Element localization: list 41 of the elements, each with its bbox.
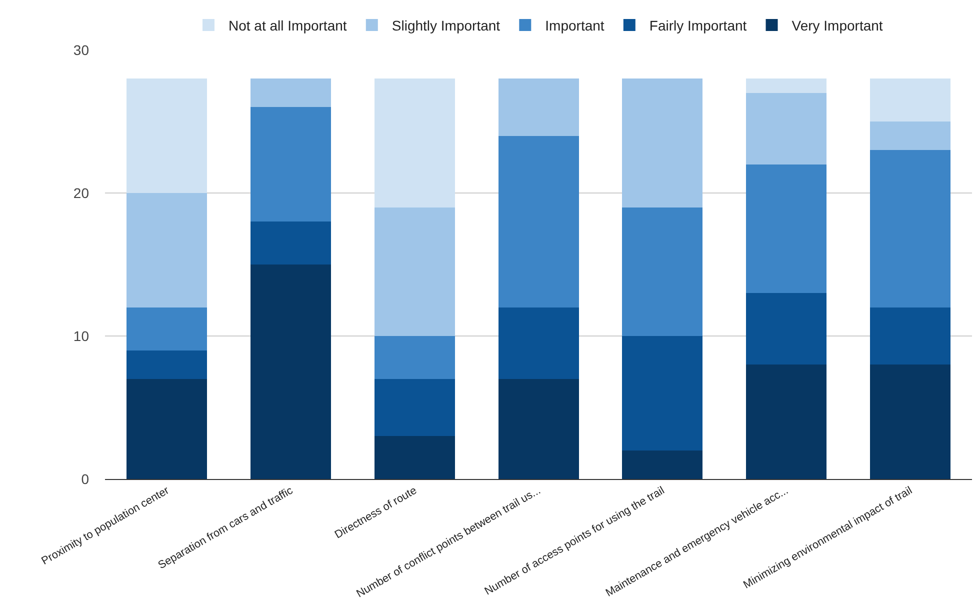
bar	[746, 92, 826, 164]
bar	[870, 307, 950, 365]
bar	[250, 78, 332, 108]
bar	[126, 378, 208, 479]
bar	[870, 122, 950, 150]
bar	[870, 150, 950, 308]
bar	[126, 307, 208, 350]
legend-label: Very Important	[792, 17, 883, 34]
bar	[622, 78, 703, 208]
y-tick-label: 30	[73, 42, 90, 58]
bar	[498, 136, 579, 308]
bar	[746, 164, 826, 294]
bar	[374, 378, 455, 436]
bar	[870, 364, 950, 479]
legend-label: Important	[545, 17, 604, 34]
y-tick-label: 20	[73, 184, 90, 201]
bar	[622, 336, 703, 450]
bar	[374, 436, 455, 479]
bar	[250, 222, 332, 264]
y-tick-label: 10	[73, 328, 90, 344]
bar	[498, 78, 579, 136]
legend-label: Not at all Important	[228, 17, 347, 34]
bar	[870, 78, 950, 122]
bar	[746, 364, 826, 479]
bar	[374, 78, 455, 208]
bar	[126, 193, 208, 308]
bar	[126, 78, 208, 193]
bar	[498, 378, 579, 479]
bar	[250, 107, 332, 222]
bar	[126, 350, 208, 379]
bar	[622, 450, 703, 479]
y-tick-label: 0	[81, 470, 90, 487]
bar	[250, 264, 332, 479]
bar	[498, 307, 579, 379]
legend-label: Slightly Important	[392, 17, 500, 34]
bar	[374, 336, 455, 379]
bar	[746, 293, 826, 365]
bar	[622, 207, 703, 336]
bar	[374, 207, 455, 336]
bar	[746, 78, 826, 93]
legend-label: Fairly Important	[649, 17, 747, 34]
